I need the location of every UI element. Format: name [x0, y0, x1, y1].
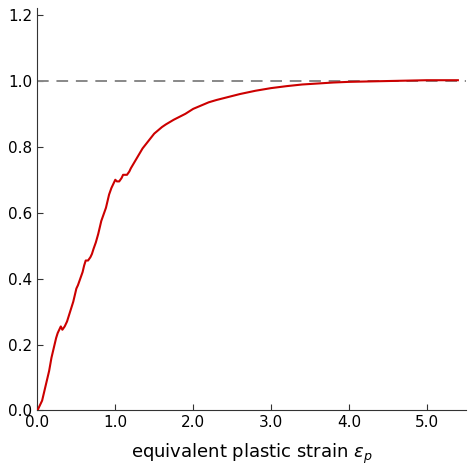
X-axis label: equivalent plastic strain $\varepsilon_p$: equivalent plastic strain $\varepsilon_p… [131, 441, 372, 465]
